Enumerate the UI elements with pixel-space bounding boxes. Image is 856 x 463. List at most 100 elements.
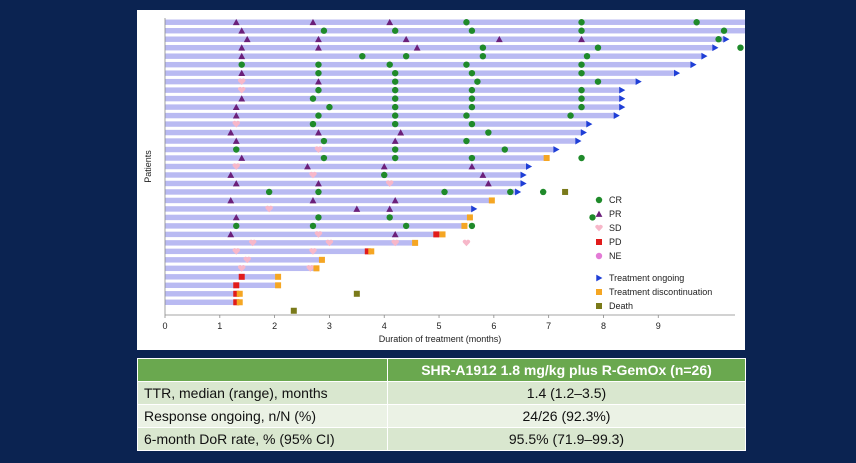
patient-bar [165, 138, 577, 144]
treatment-discontinuation-marker [461, 222, 468, 229]
legend-label: CR [609, 195, 622, 205]
response-marker-pr [397, 129, 405, 136]
response-marker-pr [232, 103, 240, 110]
response-marker-pr [315, 44, 322, 51]
response-marker-sd [238, 265, 246, 272]
response-marker-cr [485, 129, 492, 136]
treatment-discontinuation-marker [236, 290, 243, 297]
response-marker-cr [693, 19, 700, 26]
swimmer-plot: Patients Duration of treatment (months) … [143, 18, 745, 344]
response-marker-cr [391, 78, 399, 85]
response-marker-cr [578, 86, 585, 94]
response-marker-cr [468, 222, 476, 230]
response-marker-sd [314, 231, 323, 238]
swimmer-plot-panel: Patients Duration of treatment (months) … [137, 10, 745, 350]
legend-marker-sd [595, 224, 603, 232]
response-marker-cr [583, 52, 591, 60]
response-marker-pr [380, 163, 388, 170]
response-marker-cr [501, 146, 509, 153]
patient-bar [165, 155, 549, 161]
legend-marker-disc [596, 289, 602, 295]
treatment-ongoing-marker [619, 86, 626, 94]
patient-bar [165, 189, 516, 195]
patient-bar [165, 44, 714, 51]
treatment-discontinuation-marker [275, 282, 282, 289]
response-marker-cr [441, 188, 448, 196]
legend-marker-pr [595, 210, 603, 217]
response-marker-pr [227, 129, 235, 136]
treatment-ongoing-marker [619, 95, 626, 103]
response-marker-sd [249, 239, 257, 247]
response-marker-cr [468, 120, 476, 128]
response-marker-cr [391, 86, 399, 94]
treatment-discontinuation-marker [412, 239, 419, 246]
response-marker-sd [391, 239, 399, 247]
legend-label: Death [609, 301, 633, 311]
response-marker-cr [315, 214, 322, 221]
response-marker-sd [238, 86, 246, 94]
response-marker-pd [238, 273, 245, 280]
legend-label: NE [609, 251, 622, 261]
response-marker-pr [484, 180, 492, 187]
row-value: 24/26 (92.3%) [387, 404, 746, 428]
treatment-discontinuation-marker [236, 299, 243, 306]
death-marker [562, 188, 569, 195]
treatment-ongoing-marker [586, 120, 593, 128]
response-marker-pd [233, 290, 240, 297]
response-marker-cr [578, 19, 585, 26]
response-marker-cr [309, 95, 317, 102]
treatment-ongoing-marker [520, 171, 527, 179]
response-marker-sd [306, 265, 314, 272]
response-marker-pr [238, 44, 246, 51]
table-header-blank [137, 358, 388, 382]
x-axis-label: Duration of treatment (months) [379, 334, 502, 344]
response-marker-pr [353, 205, 361, 212]
treatment-ongoing-marker [690, 61, 697, 69]
response-marker-sd [238, 78, 246, 86]
patient-bar [165, 197, 494, 204]
response-marker-cr [578, 69, 585, 77]
response-marker-pr [232, 214, 240, 221]
response-marker-sd [243, 256, 251, 264]
patient-bar [165, 180, 522, 187]
response-marker-cr [468, 86, 476, 94]
response-marker-cr [715, 36, 722, 43]
response-marker-pr [232, 180, 240, 187]
response-marker-pr [232, 18, 240, 26]
treatment-ongoing-marker [553, 146, 560, 153]
response-marker-cr [309, 222, 317, 230]
response-marker-pr [315, 129, 322, 136]
table-row: 6-month DoR rate, % (95% CI) 95.5% (71.9… [137, 427, 746, 451]
response-marker-cr [507, 188, 514, 196]
x-tick-label: 4 [382, 321, 387, 331]
response-marker-cr [468, 103, 476, 111]
response-marker-pr [315, 78, 322, 85]
patient-bar [165, 274, 281, 280]
legend-label: PR [609, 209, 622, 219]
response-marker-cr [402, 222, 410, 230]
death-marker [353, 290, 360, 297]
y-axis-label: Patients [143, 150, 153, 183]
treatment-ongoing-marker [701, 52, 708, 60]
response-marker-cr [386, 61, 393, 68]
response-marker-pd [233, 282, 240, 289]
response-marker-cr [468, 27, 476, 34]
response-marker-sd [309, 248, 317, 255]
response-marker-cr [315, 61, 322, 68]
patient-bar [165, 19, 745, 25]
response-marker-pr [309, 197, 317, 204]
patient-bar [165, 78, 637, 85]
x-tick-label: 8 [601, 321, 606, 331]
response-marker-cr [315, 86, 322, 94]
x-tick-label: 1 [217, 321, 222, 331]
response-marker-sd [462, 239, 471, 247]
treatment-ongoing-marker [515, 188, 522, 196]
response-marker-pr [232, 137, 240, 144]
response-marker-sd [232, 120, 240, 128]
patient-bar [165, 231, 445, 238]
treatment-ongoing-marker [635, 78, 642, 86]
response-marker-cr [539, 188, 547, 196]
response-marker-pr [238, 154, 246, 161]
row-value: 95.5% (71.9–99.3) [387, 427, 746, 451]
response-marker-pr [386, 18, 394, 26]
